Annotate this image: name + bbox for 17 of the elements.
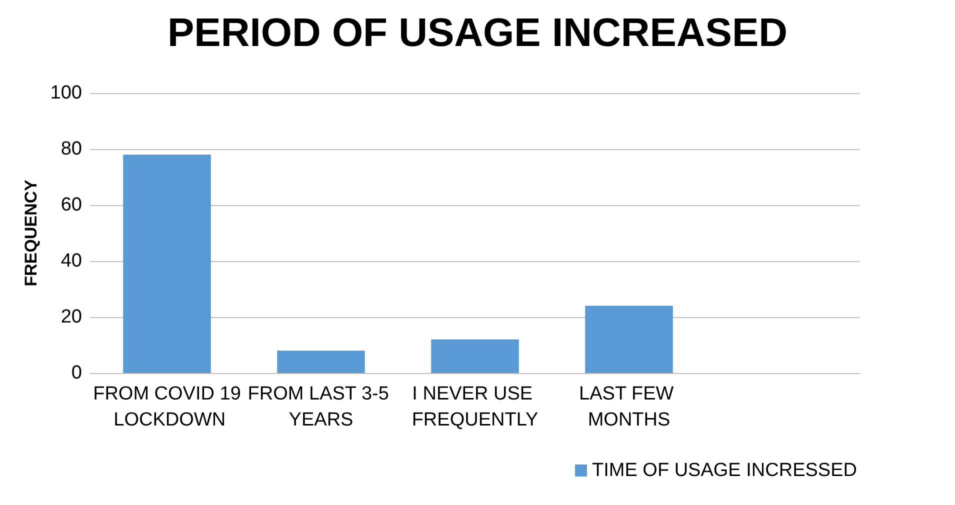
y-tick-label: 0 — [71, 362, 82, 384]
y-tick-label: 80 — [60, 138, 82, 160]
bar — [431, 339, 519, 373]
x-tick-label: LAST FEW MONTHS — [579, 384, 679, 430]
legend-label: TIME OF USAGE INCRESSED — [592, 460, 857, 481]
x-tick-label: FROM LAST 3-5 YEARS — [248, 384, 394, 430]
chart-title: PERIOD OF USAGE INCREASED — [167, 11, 788, 55]
bar — [585, 306, 673, 373]
y-tick-label: 60 — [60, 194, 82, 216]
x-tick-label: FROM COVID 19 LOCKDOWN — [93, 384, 241, 430]
y-tick-label: 40 — [60, 250, 82, 272]
bar — [277, 350, 365, 373]
x-tick-label: I NEVER USE FREQUENTLY — [412, 384, 538, 430]
y-axis-title: FREQUENCY — [21, 178, 40, 286]
bar — [123, 154, 211, 373]
y-tick-label: 100 — [50, 82, 82, 104]
y-tick-label: 20 — [60, 306, 82, 328]
